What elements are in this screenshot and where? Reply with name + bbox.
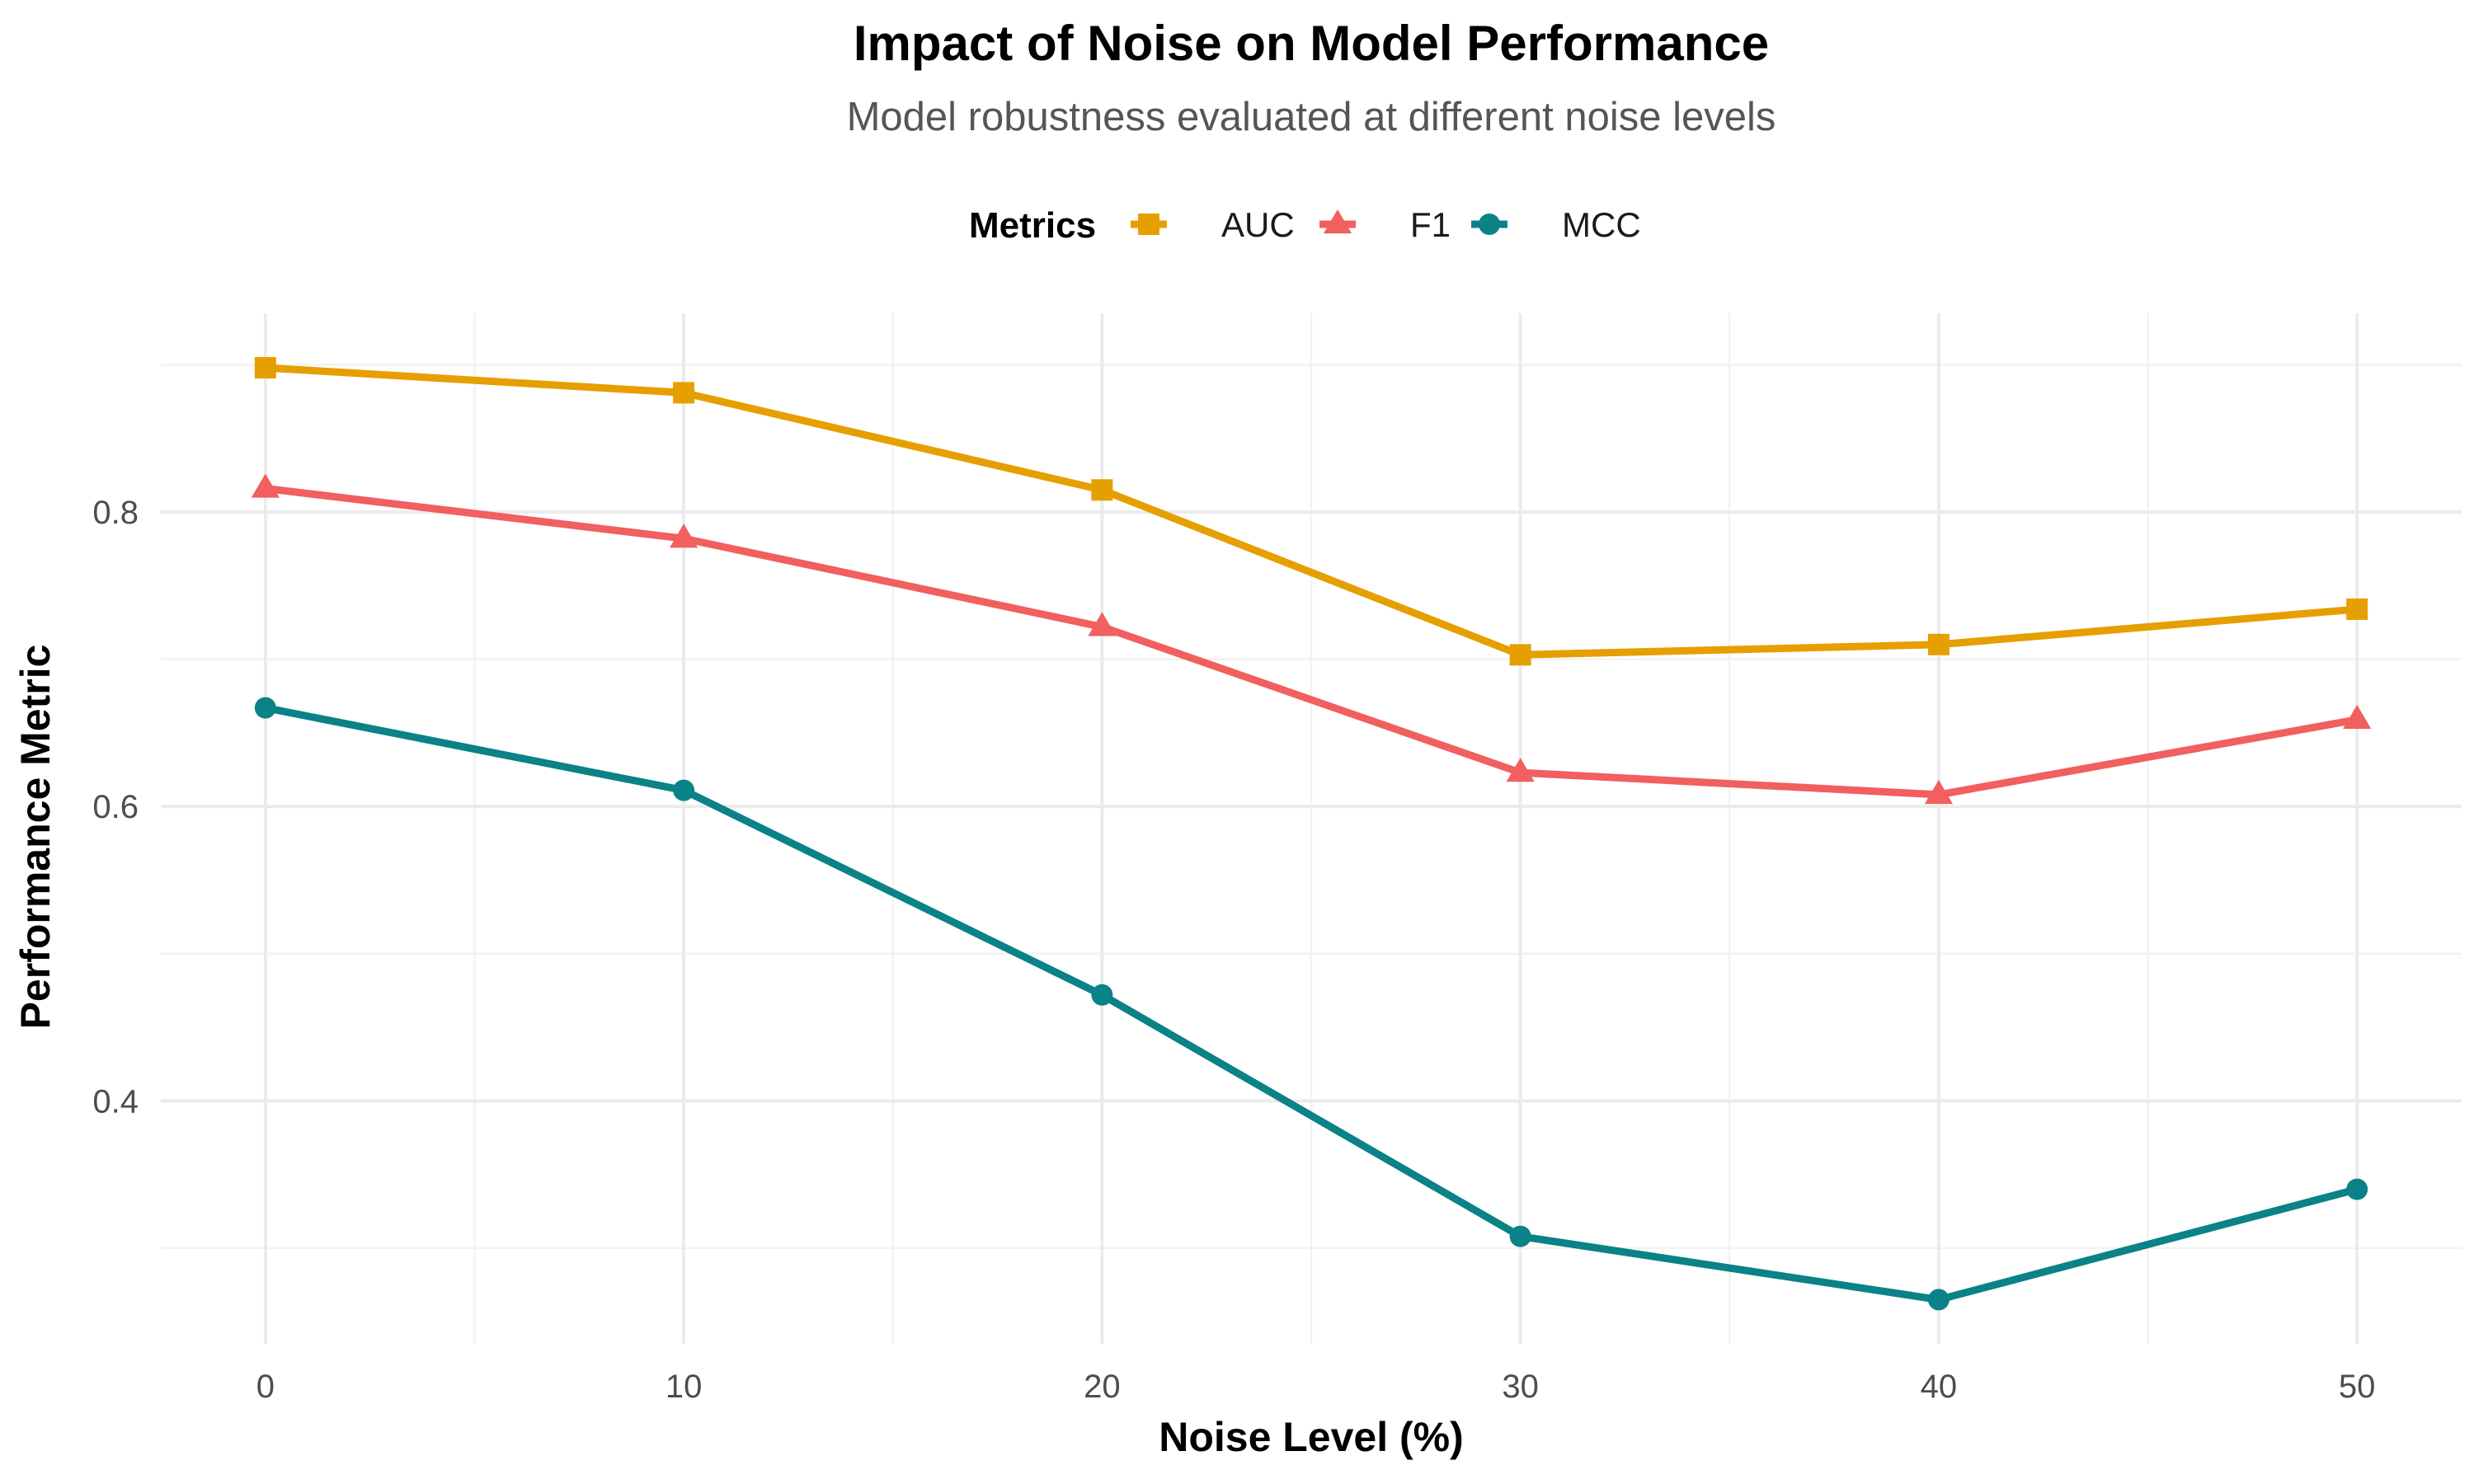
x-tick-label: 20 (1084, 1369, 1121, 1405)
y-axis-title: Performance Metric (12, 645, 59, 1030)
data-point-auc (673, 382, 695, 404)
series-mcc (254, 697, 2368, 1311)
data-point-f1 (1088, 612, 1117, 636)
legend: Metrics AUC F1 MCC (969, 205, 1641, 246)
legend-key-marker-auc (1138, 214, 1159, 235)
series-auc (254, 357, 2368, 666)
data-point-mcc (1509, 1225, 1531, 1247)
series-layer (251, 357, 2372, 1311)
data-point-auc (1509, 644, 1531, 666)
y-tick-label: 0.4 (92, 1083, 139, 1120)
series-f1 (251, 473, 2372, 805)
x-tick-label: 50 (2339, 1369, 2376, 1405)
data-point-f1 (251, 473, 280, 498)
legend-items: AUC F1 MCC (1131, 205, 1641, 244)
legend-item-f1: F1 (1319, 205, 1451, 244)
legend-key-marker-mcc (1479, 214, 1500, 235)
x-tick-label: 10 (666, 1369, 703, 1405)
series-line-mcc (261, 704, 2361, 1303)
data-point-mcc (1091, 984, 1113, 1006)
x-tick-label: 40 (1921, 1369, 1958, 1405)
data-point-mcc (1927, 1289, 1950, 1311)
data-point-f1 (1506, 758, 1535, 782)
data-point-mcc (254, 697, 276, 719)
y-tick-label: 0.6 (92, 789, 139, 825)
axes: 0 10 20 30 40 50 0.4 0.6 0.8 (92, 495, 2375, 1405)
data-point-mcc (673, 779, 695, 801)
legend-label-auc: AUC (1221, 205, 1295, 244)
data-point-auc (1927, 633, 1950, 655)
legend-item-auc: AUC (1131, 205, 1295, 244)
x-tick-label: 0 (256, 1369, 275, 1405)
grid (161, 313, 2462, 1344)
legend-item-mcc: MCC (1471, 205, 1641, 244)
data-point-f1 (1924, 779, 1954, 805)
legend-title: Metrics (969, 205, 1096, 246)
legend-key-marker-f1 (1323, 209, 1352, 234)
chart-title: Impact of Noise on Model Performance (854, 16, 1769, 71)
data-point-auc (2346, 598, 2368, 620)
legend-label-mcc: MCC (1562, 205, 1641, 244)
x-tick-label: 30 (1502, 1369, 1539, 1405)
x-axis-title: Noise Level (%) (1159, 1414, 1464, 1460)
series-line-auc (261, 364, 2361, 659)
data-point-f1 (2343, 704, 2372, 730)
data-point-f1 (669, 524, 698, 548)
series-line-f1 (261, 485, 2361, 799)
y-tick-label: 0.8 (92, 495, 139, 531)
data-point-auc (254, 357, 276, 379)
data-point-auc (1091, 479, 1113, 501)
legend-label-f1: F1 (1410, 205, 1451, 244)
data-point-mcc (2346, 1178, 2368, 1200)
chart-subtitle: Model robustness evaluated at different … (847, 95, 1776, 139)
